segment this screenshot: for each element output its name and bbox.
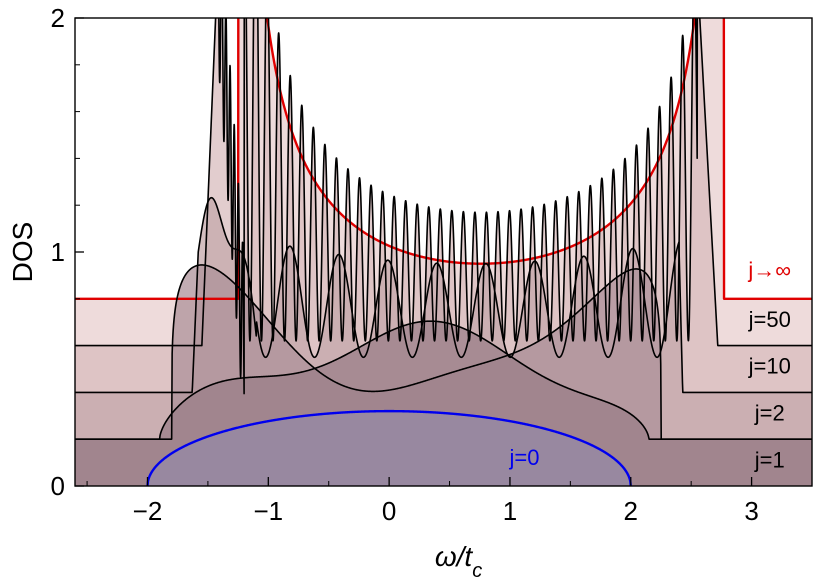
y-axis-title: DOS [7, 222, 38, 283]
x-tick-label: −2 [133, 496, 163, 526]
x-axis-title: ω/tc [435, 541, 482, 579]
y-tick-label: 0 [51, 471, 65, 501]
x-tick-label: 1 [503, 496, 517, 526]
x-tick-label: 2 [624, 496, 638, 526]
x-tick-label: 3 [744, 496, 758, 526]
series-label-j-2: j=2 [754, 400, 785, 425]
y-tick-label: 1 [51, 237, 65, 267]
series-label-j-10: j=10 [748, 354, 791, 379]
x-axis-title-subscript: c [472, 560, 482, 579]
line-j-1 [75, 320, 812, 440]
series-label-j-1: j=1 [754, 447, 785, 472]
series-lines [75, 18, 812, 486]
axes: −2 −1 0 1 2 3 0 1 2 ω/tc DOS [7, 3, 813, 579]
line-j-50 [75, 18, 812, 395]
x-tick-label: −1 [253, 496, 283, 526]
y-tick-label: 2 [51, 3, 65, 33]
line-j-10 [75, 196, 812, 394]
series-label-j-inf: j→∞ [747, 258, 791, 283]
labels: j→∞ j=50 j=10 j=2 j=1 j=0 [508, 258, 791, 473]
series-label-j-50: j=50 [748, 307, 791, 332]
line-j-0 [146, 409, 632, 486]
x-tick-label: 0 [382, 496, 396, 526]
fill-j-0 [147, 411, 631, 486]
series-label-j-0: j=0 [508, 445, 539, 470]
